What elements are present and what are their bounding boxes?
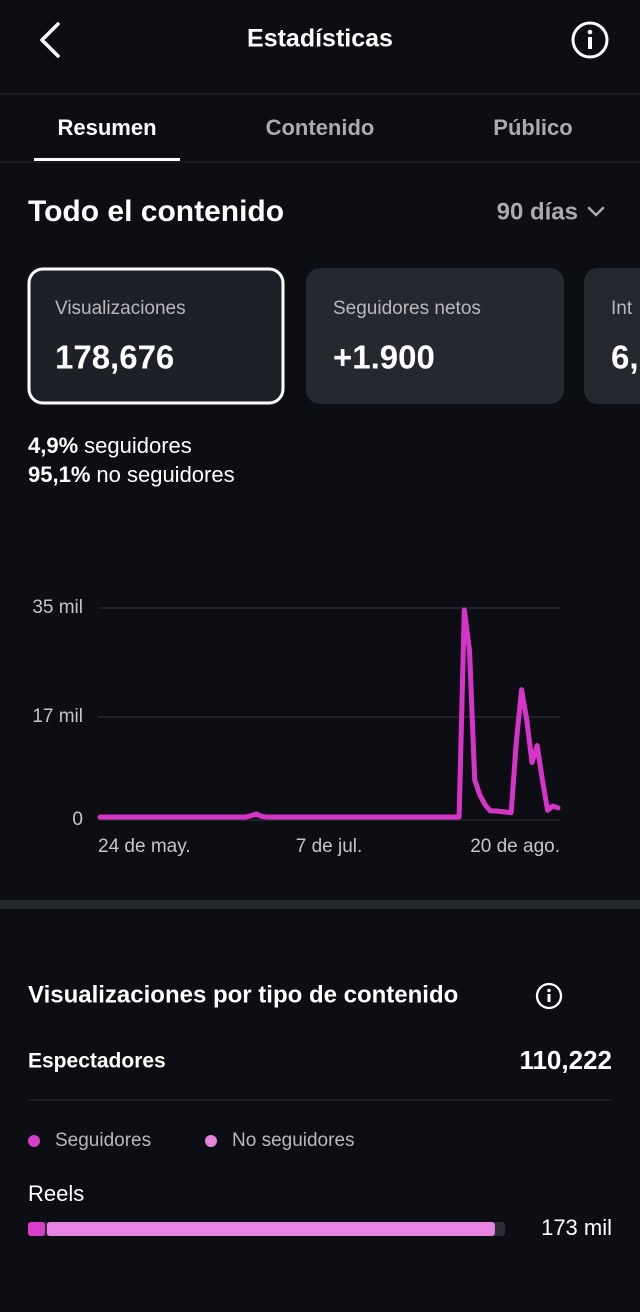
section-divider [0, 900, 640, 909]
card[interactable]: Seguidores netos +1.900 [306, 268, 564, 404]
tab[interactable]: Resumen [57, 115, 156, 140]
breakdown-line: 95,1% no seguidores [28, 462, 235, 487]
tabs: Resumen Contenido Público [34, 115, 573, 161]
tab-indicator [34, 158, 180, 161]
card-label: Seguidores netos [333, 298, 481, 319]
bar-segment [28, 1222, 45, 1236]
period-chevron [587, 206, 605, 217]
card-value: 178,676 [55, 339, 174, 376]
card[interactable]: Visualizaciones 178,676 [27, 267, 285, 405]
period-selector[interactable]: 90 días [497, 198, 605, 225]
content-type-info[interactable] [535, 982, 563, 1010]
tab[interactable]: Contenido [266, 115, 375, 140]
card-label: Visualizaciones [55, 298, 186, 319]
bar-chart: Seguidores No seguidores Reels 173 mil [28, 1130, 612, 1240]
card-value: +1.900 [333, 339, 435, 376]
header-title: Estadísticas [247, 25, 393, 53]
info-icon [535, 982, 563, 1010]
card-value: 6, [611, 339, 639, 376]
section-title: Todo el contenido [28, 195, 284, 228]
breakdown-value: 4,9% [28, 433, 78, 458]
card-box [584, 268, 640, 404]
line-chart: 0 17 mil 35 mil 24 de may. 7 de jul. 20 de ag… [32, 597, 561, 857]
data-line [97, 607, 561, 820]
content-type-title: Visualizaciones por tipo de contenido [28, 981, 458, 1008]
info-icon-dot [587, 29, 593, 35]
back-button[interactable] [40, 22, 60, 58]
bar-segment [46, 1222, 495, 1236]
card-box [306, 268, 564, 404]
tab[interactable]: Público [493, 115, 572, 140]
breakdown-label: no seguidores [96, 462, 234, 487]
info-icon-bar [547, 994, 551, 1002]
y-tick-label: 17 mil [32, 706, 83, 727]
card-label: Int [611, 298, 633, 319]
info-icon-dot [547, 988, 551, 993]
y-tick-label: 0 [72, 809, 83, 830]
x-tick-label: 24 de may. [98, 836, 191, 857]
x-tick-label: 7 de jul. [296, 836, 363, 857]
legend-swatch [205, 1135, 217, 1147]
info-icon-bar [588, 37, 592, 49]
legend-label: Seguidores [55, 1130, 151, 1151]
card-box [27, 267, 285, 405]
card[interactable]: Int 6, [584, 268, 640, 404]
breakdown-value: 95,1% [28, 462, 90, 487]
bar-total-label: 173 mil [541, 1215, 612, 1240]
x-tick-label: 20 de ago. [470, 836, 560, 857]
breakdown-label: seguidores [84, 433, 192, 458]
info-icon [571, 21, 609, 59]
metric-label: Espectadores [28, 1050, 166, 1073]
legend-swatch [28, 1135, 40, 1147]
metric-value: 110,222 [519, 1045, 612, 1075]
y-tick-label: 35 mil [32, 597, 83, 618]
period-label: 90 días [497, 198, 578, 225]
info-button[interactable] [571, 21, 609, 59]
breakdown-line: 4,9% seguidores [28, 433, 192, 458]
legend-label: No seguidores [232, 1130, 355, 1151]
category-label: Reels [28, 1181, 84, 1206]
